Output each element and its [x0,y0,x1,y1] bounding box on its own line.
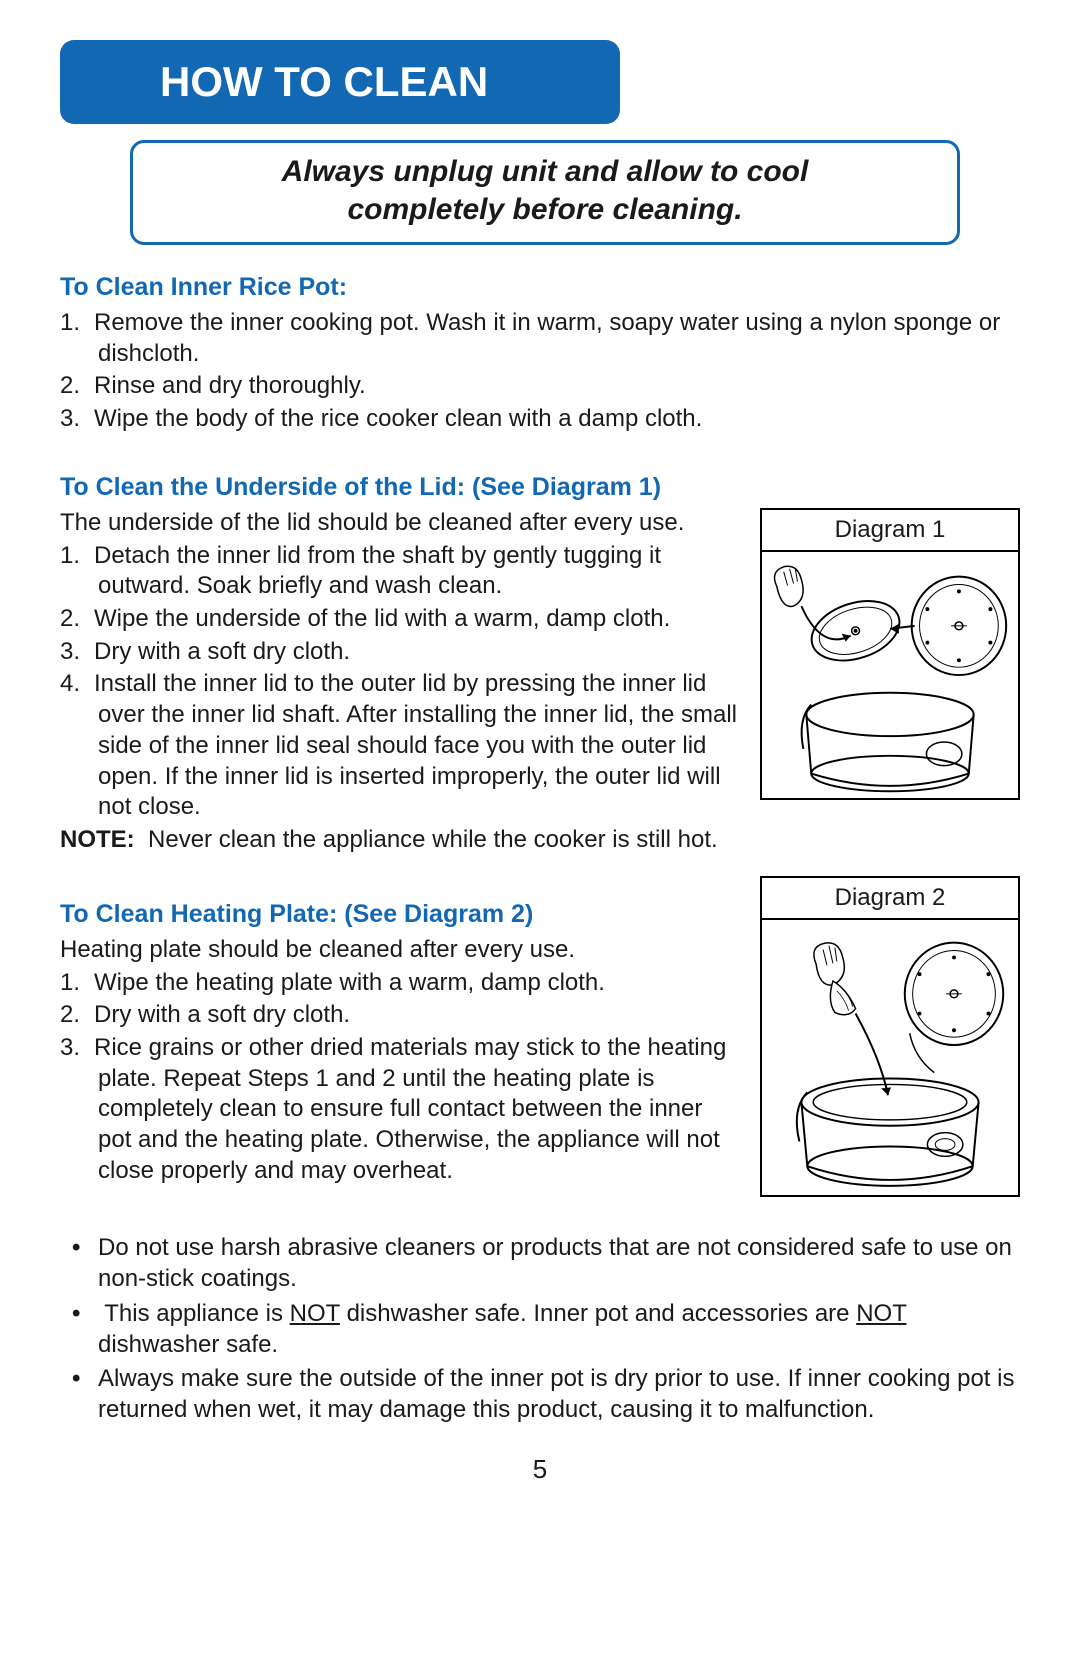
note-text: Never clean the appliance while the cook… [148,826,718,853]
section3-heading: To Clean Heating Plate: (See Diagram 2) [60,900,740,929]
section2-note: NOTE: Never clean the appliance while th… [60,825,740,856]
section1-step: Remove the inner cooking pot. Wash it in… [60,308,1020,369]
diagram-1-title: Diagram 1 [762,510,1018,552]
note-label: NOTE: [60,826,135,853]
section3-step: Wipe the heating plate with a warm, damp… [60,968,740,999]
section3-steps: Wipe the heating plate with a warm, damp… [60,968,740,1187]
section2-intro: The underside of the lid should be clean… [60,508,740,539]
warning-line-2: completely before cleaning. [347,193,742,226]
page-title: HOW TO CLEAN [160,58,488,105]
section2-steps: Detach the inner lid from the shaft by g… [60,541,740,823]
section1-step: Wipe the body of the rice cooker clean w… [60,404,1020,435]
section3-step: Dry with a soft dry cloth. [60,1000,740,1031]
section3-step: Rice grains or other dried materials may… [60,1033,740,1187]
warning-bullet: This appliance is NOT dishwasher safe. I… [60,1299,1020,1360]
diagram-2-illustration [762,920,1018,1196]
warning-bullet: Do not use harsh abrasive cleaners or pr… [60,1233,1020,1294]
section2-step: Wipe the underside of the lid with a war… [60,604,740,635]
diagram-2-title: Diagram 2 [762,878,1018,920]
section1-step: Rinse and dry thoroughly. [60,371,1020,402]
section1-steps: Remove the inner cooking pot. Wash it in… [60,308,1020,435]
diagram-1: Diagram 1 [760,508,1020,800]
bullet2-not2: NOT [856,1300,906,1327]
warning-box: Always unplug unit and allow to cool com… [130,140,960,245]
section2-step: Install the inner lid to the outer lid b… [60,669,740,823]
section1-heading: To Clean Inner Rice Pot: [60,273,1020,302]
warnings-list: Do not use harsh abrasive cleaners or pr… [60,1233,1020,1425]
section2-step: Detach the inner lid from the shaft by g… [60,541,740,602]
bullet2-pre: This appliance is [104,1300,289,1327]
section2-heading: To Clean the Underside of the Lid: (See … [60,473,1020,502]
warning-line-1: Always unplug unit and allow to cool [282,155,809,188]
section3-intro: Heating plate should be cleaned after ev… [60,935,740,966]
bullet2-mid: dishwasher safe. Inner pot and accessori… [340,1300,856,1327]
page-number: 5 [60,1454,1020,1485]
bullet2-post: dishwasher safe. [98,1331,278,1358]
bullet2-not: NOT [290,1300,340,1327]
section2-step: Dry with a soft dry cloth. [60,637,740,668]
page-title-banner: HOW TO CLEAN [60,40,620,124]
diagram-1-illustration [762,552,1018,798]
warning-bullet: Always make sure the outside of the inne… [60,1364,1020,1425]
diagram-2: Diagram 2 [760,876,1020,1198]
